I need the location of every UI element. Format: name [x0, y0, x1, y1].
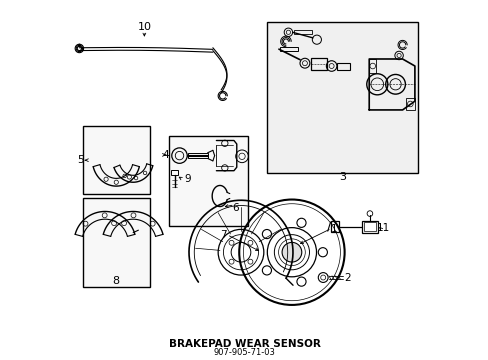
- Bar: [83, 126, 149, 194]
- Bar: [267, 22, 418, 173]
- Text: 7: 7: [220, 230, 226, 240]
- Text: 9: 9: [184, 175, 190, 184]
- Text: 3: 3: [339, 172, 346, 182]
- Bar: [310, 58, 326, 69]
- Text: 1: 1: [330, 224, 337, 234]
- Text: 8: 8: [112, 276, 120, 286]
- Bar: [363, 222, 375, 231]
- Bar: [171, 170, 178, 175]
- Bar: [368, 59, 375, 73]
- Bar: [188, 153, 207, 158]
- Text: 10: 10: [137, 22, 151, 32]
- Text: 6: 6: [232, 203, 239, 213]
- Text: 907-905-71-03: 907-905-71-03: [213, 348, 275, 357]
- Text: 4: 4: [162, 150, 169, 160]
- Text: 11: 11: [376, 223, 389, 233]
- Text: 2: 2: [343, 273, 350, 283]
- Bar: [330, 221, 339, 232]
- Text: 5: 5: [77, 155, 83, 165]
- Bar: [279, 47, 297, 51]
- Bar: [337, 63, 349, 69]
- Text: BRAKEPAD WEAR SENSOR: BRAKEPAD WEAR SENSOR: [168, 338, 320, 348]
- Circle shape: [282, 242, 301, 262]
- Bar: [405, 98, 414, 110]
- Bar: [362, 221, 377, 233]
- Bar: [83, 198, 149, 287]
- Bar: [293, 30, 311, 35]
- Bar: [169, 136, 247, 226]
